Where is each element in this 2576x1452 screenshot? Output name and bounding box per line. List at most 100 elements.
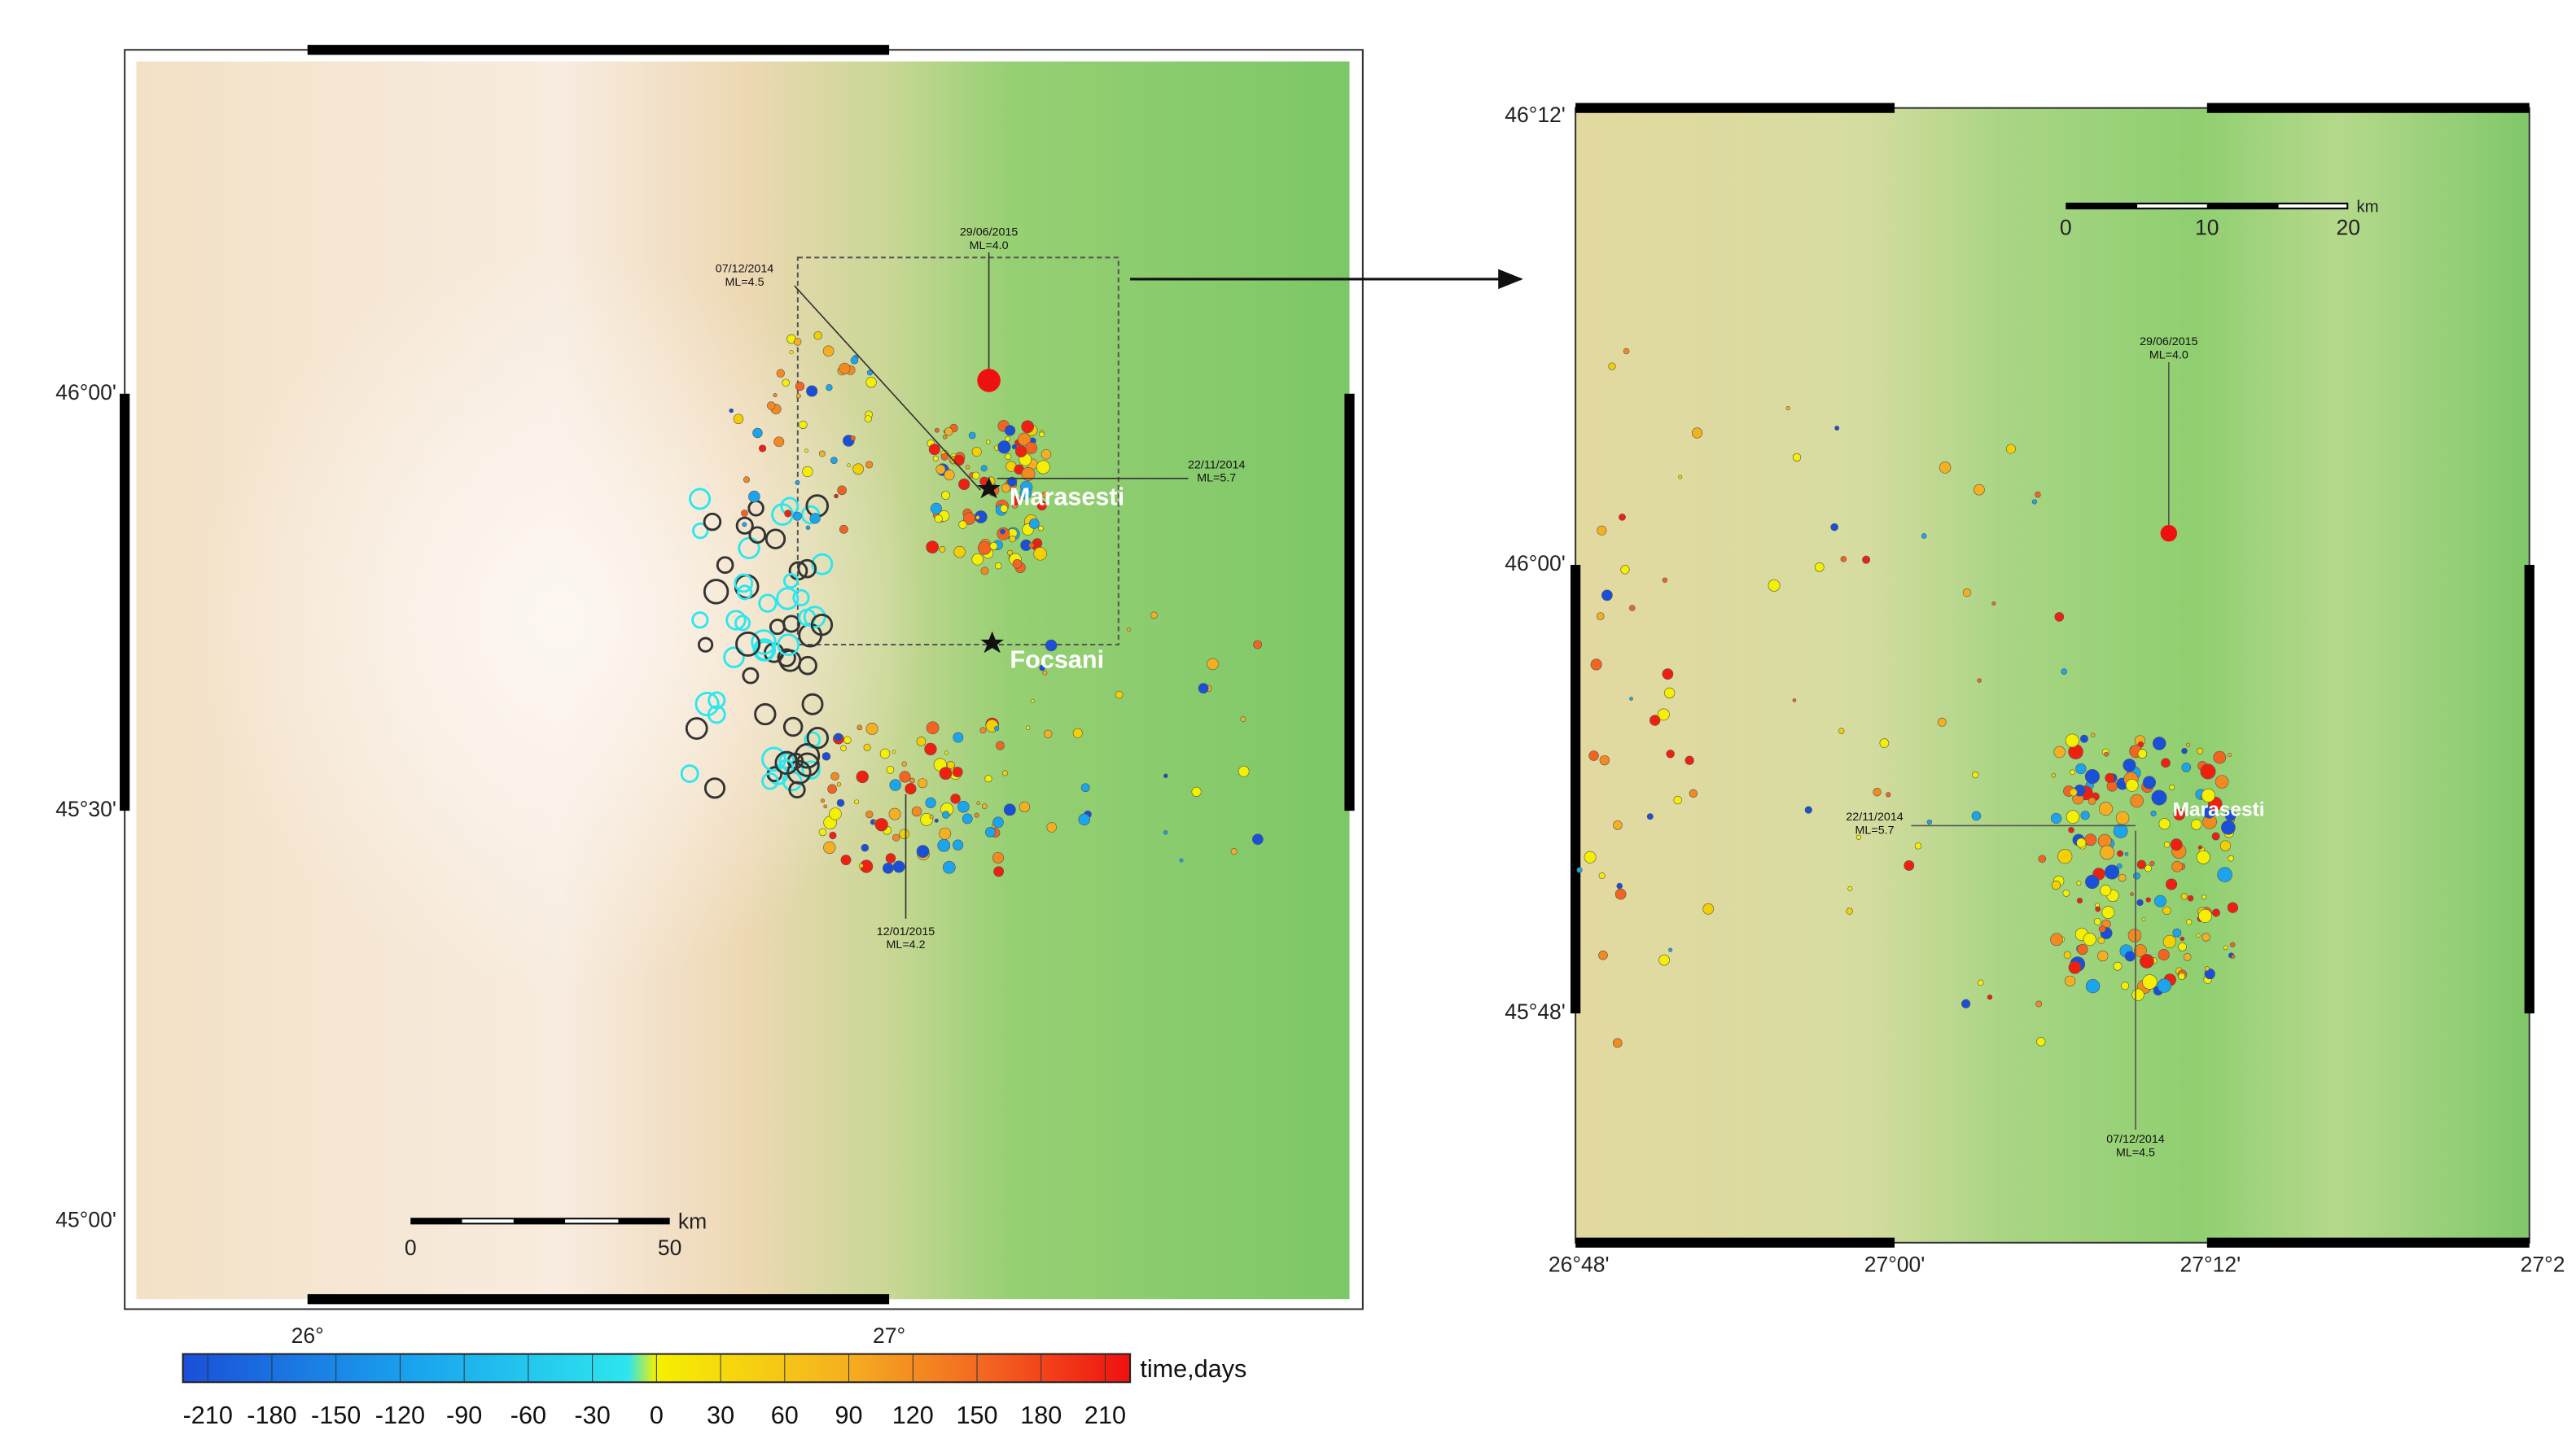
event bbox=[1588, 750, 1599, 761]
event bbox=[758, 444, 767, 453]
event bbox=[829, 831, 837, 840]
event bbox=[1596, 612, 1605, 620]
event bbox=[782, 716, 804, 737]
event bbox=[2116, 863, 2123, 869]
event bbox=[1019, 801, 1031, 813]
event bbox=[1038, 525, 1044, 531]
event bbox=[723, 646, 745, 668]
event bbox=[1590, 658, 1602, 671]
event bbox=[1668, 947, 1673, 952]
colorbar-label: 150 bbox=[956, 1402, 997, 1429]
event bbox=[2197, 845, 2202, 850]
event bbox=[1025, 442, 1038, 454]
event bbox=[863, 743, 871, 751]
event-magnitude: ML=4.0 bbox=[970, 239, 1009, 252]
event bbox=[916, 737, 927, 746]
event bbox=[2150, 810, 2157, 817]
event bbox=[975, 515, 980, 520]
event bbox=[773, 436, 785, 448]
event bbox=[1991, 601, 1996, 606]
event bbox=[804, 448, 808, 453]
event bbox=[742, 667, 760, 684]
event bbox=[2191, 819, 2202, 830]
event bbox=[2075, 763, 2087, 775]
event bbox=[1000, 504, 1009, 513]
event bbox=[992, 816, 1004, 829]
event bbox=[930, 502, 942, 514]
colorbar-label: -120 bbox=[375, 1402, 425, 1429]
event bbox=[1021, 466, 1036, 481]
event bbox=[2221, 820, 2236, 835]
event bbox=[925, 797, 936, 808]
event bbox=[2070, 769, 2075, 776]
event bbox=[926, 721, 940, 735]
event bbox=[940, 453, 948, 461]
event bbox=[2076, 838, 2087, 848]
event bbox=[2051, 880, 2061, 890]
event bbox=[1576, 867, 1583, 873]
event bbox=[992, 851, 1005, 864]
event bbox=[2223, 945, 2228, 951]
event bbox=[2051, 772, 2057, 778]
event bbox=[934, 427, 940, 433]
colorbar-label: 210 bbox=[1084, 1402, 1126, 1429]
colorbar-label: -150 bbox=[311, 1402, 361, 1429]
event bbox=[1977, 678, 1982, 683]
event bbox=[2186, 919, 2193, 925]
event bbox=[2115, 811, 2130, 825]
event bbox=[1028, 518, 1040, 529]
event bbox=[2104, 751, 2109, 757]
event bbox=[1033, 547, 1047, 561]
event bbox=[847, 463, 851, 468]
event-magnitude: ML=5.7 bbox=[1197, 472, 1236, 485]
event bbox=[986, 440, 991, 444]
event bbox=[2093, 918, 2101, 925]
event bbox=[2163, 841, 2171, 848]
event bbox=[827, 784, 837, 794]
event bbox=[758, 593, 778, 613]
event bbox=[823, 804, 828, 809]
lat-label: 45°30' bbox=[55, 797, 116, 821]
place-label: Focsani bbox=[1010, 645, 1104, 673]
event bbox=[1623, 348, 1630, 355]
event bbox=[2181, 763, 2192, 772]
event bbox=[1914, 842, 1922, 850]
event bbox=[957, 800, 970, 813]
event bbox=[962, 813, 973, 824]
event bbox=[944, 427, 953, 436]
event bbox=[916, 845, 930, 858]
event bbox=[810, 614, 834, 636]
event bbox=[2172, 928, 2182, 938]
event bbox=[716, 556, 734, 575]
event bbox=[2113, 961, 2123, 971]
event bbox=[1018, 432, 1032, 446]
event bbox=[1619, 514, 1626, 521]
event bbox=[680, 764, 699, 784]
event bbox=[2198, 908, 2213, 923]
event bbox=[2173, 808, 2185, 821]
event bbox=[2066, 810, 2080, 824]
event bbox=[2141, 916, 2146, 921]
event bbox=[834, 733, 843, 741]
event bbox=[830, 772, 839, 781]
event bbox=[2201, 894, 2207, 900]
event bbox=[735, 631, 761, 657]
leader-lines bbox=[794, 252, 1189, 919]
event bbox=[1657, 708, 1670, 721]
event bbox=[1613, 820, 1623, 830]
event bbox=[754, 702, 777, 726]
event bbox=[811, 553, 834, 575]
event bbox=[968, 431, 976, 440]
event bbox=[1664, 687, 1676, 699]
event bbox=[1792, 453, 1802, 462]
event bbox=[2085, 874, 2100, 890]
event bbox=[703, 512, 722, 531]
event bbox=[2098, 802, 2113, 816]
event bbox=[782, 573, 800, 589]
event bbox=[789, 350, 794, 355]
event bbox=[1025, 725, 1031, 731]
event bbox=[777, 648, 796, 667]
event bbox=[708, 691, 726, 710]
event bbox=[2076, 881, 2082, 886]
event bbox=[2124, 951, 2136, 962]
